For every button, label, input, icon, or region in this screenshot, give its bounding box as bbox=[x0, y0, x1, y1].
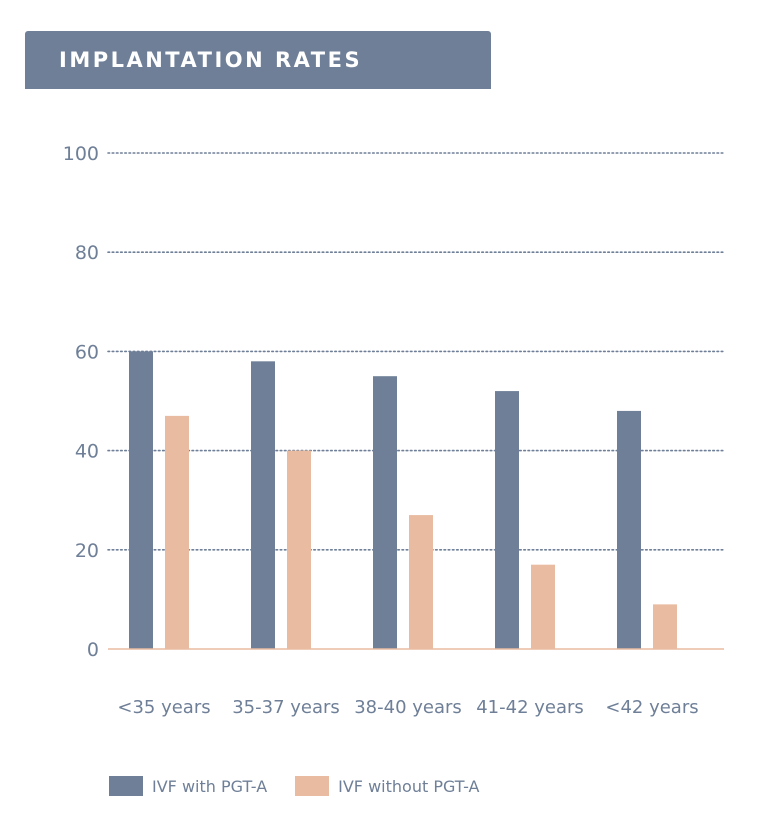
x-category-label-1: 35-37 years bbox=[232, 697, 340, 718]
y-tick-label-60: 60 bbox=[75, 341, 99, 363]
x-category-label-0: <35 years bbox=[117, 697, 210, 718]
x-category-label-2: 38-40 years bbox=[354, 697, 462, 718]
x-axis-categories: <35 years 35-37 years 38-40 years 41-42 yea… bbox=[117, 697, 698, 718]
bar-without-1 bbox=[287, 450, 311, 649]
x-category-label-3: 41-42 years bbox=[476, 697, 584, 718]
bar-with-4 bbox=[617, 410, 641, 649]
bar-without-2 bbox=[409, 515, 433, 649]
x-category-label-4: <42 years bbox=[605, 697, 698, 718]
y-tick-label-20: 20 bbox=[75, 540, 99, 562]
title-banner: IMPLANTATION RATES bbox=[25, 31, 491, 89]
bars bbox=[129, 351, 677, 649]
legend-swatch-with bbox=[109, 776, 143, 796]
y-axis-ticks: 0 20 40 60 80 100 bbox=[63, 143, 99, 661]
legend-label-without: IVF without PGT-A bbox=[338, 776, 480, 796]
legend-item-without-pgt-a: IVF without PGT-A bbox=[295, 776, 479, 796]
bar-with-2 bbox=[373, 376, 397, 649]
bar-without-0 bbox=[165, 415, 189, 649]
legend-label-with: IVF with PGT-A bbox=[152, 776, 268, 796]
bar-with-0 bbox=[129, 351, 153, 649]
chart-title: IMPLANTATION RATES bbox=[59, 48, 363, 72]
bar-without-3 bbox=[531, 564, 555, 649]
legend-swatch-without bbox=[295, 776, 330, 796]
y-tick-label-0: 0 bbox=[87, 639, 99, 661]
legend-item-with-pgt-a: IVF with PGT-A bbox=[109, 776, 267, 796]
y-tick-label-80: 80 bbox=[75, 242, 99, 264]
y-tick-label-100: 100 bbox=[63, 143, 99, 165]
legend: IVF with PGT-A IVF without PGT-A bbox=[109, 776, 507, 796]
bar-with-1 bbox=[251, 361, 275, 649]
bar-without-4 bbox=[653, 604, 677, 649]
bar-chart: 0 20 40 60 80 100 <35 years 35-37 years 38-40 y… bbox=[63, 143, 725, 718]
y-tick-label-40: 40 bbox=[75, 441, 99, 463]
bar-with-3 bbox=[495, 391, 519, 649]
